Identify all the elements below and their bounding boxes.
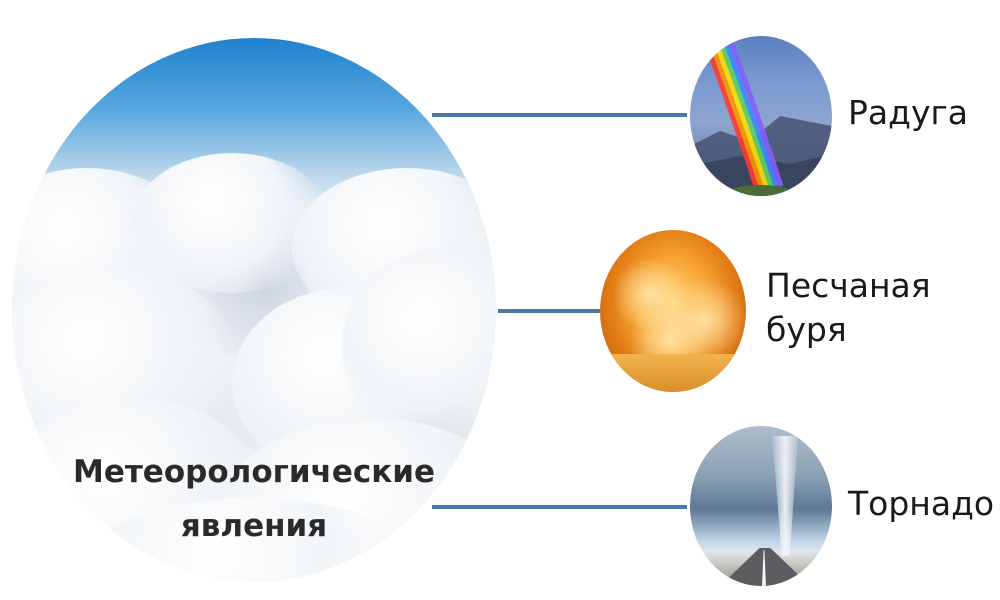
label-sandstorm-line-2: буря [766, 309, 847, 349]
connector-line-tornado [432, 505, 687, 509]
rainbow-image-circle [690, 36, 832, 196]
connector-line-sandstorm [498, 309, 602, 313]
main-label-line-2: явления [180, 508, 328, 544]
label-rainbow: Радуга [848, 93, 969, 132]
sandstorm-image-circle [600, 230, 746, 392]
rainbow-photo [690, 36, 832, 196]
label-sandstorm-line-1: Песчаная [766, 266, 931, 305]
label-sandstorm: Песчаная буря [766, 264, 931, 351]
label-tornado: Торнадо [848, 484, 995, 523]
clouds-photo [12, 38, 496, 582]
clouds-image-circle: Метеорологические явления [12, 38, 496, 582]
connector-line-rainbow [432, 113, 687, 117]
main-label-line-1: Метеорологические [72, 454, 436, 490]
tornado-image-circle [690, 426, 832, 586]
